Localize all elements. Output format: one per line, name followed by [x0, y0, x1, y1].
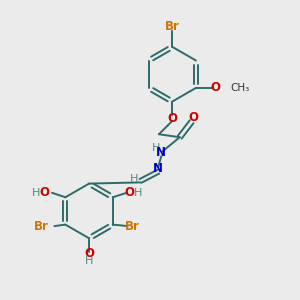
- Text: CH₃: CH₃: [231, 83, 250, 93]
- Text: N: N: [156, 146, 166, 159]
- Text: H: H: [32, 188, 41, 198]
- Text: Br: Br: [34, 220, 49, 232]
- Text: Br: Br: [125, 220, 140, 232]
- Text: O: O: [124, 186, 134, 199]
- Text: Br: Br: [165, 20, 180, 34]
- Text: H: H: [152, 143, 160, 153]
- Text: O: O: [84, 247, 94, 260]
- Text: O: O: [188, 111, 198, 124]
- Text: H: H: [134, 188, 142, 198]
- Text: N: N: [153, 162, 163, 175]
- Text: H: H: [130, 174, 138, 184]
- Text: O: O: [210, 81, 220, 94]
- Text: H: H: [85, 256, 93, 266]
- Text: O: O: [39, 186, 49, 199]
- Text: O: O: [167, 112, 177, 125]
